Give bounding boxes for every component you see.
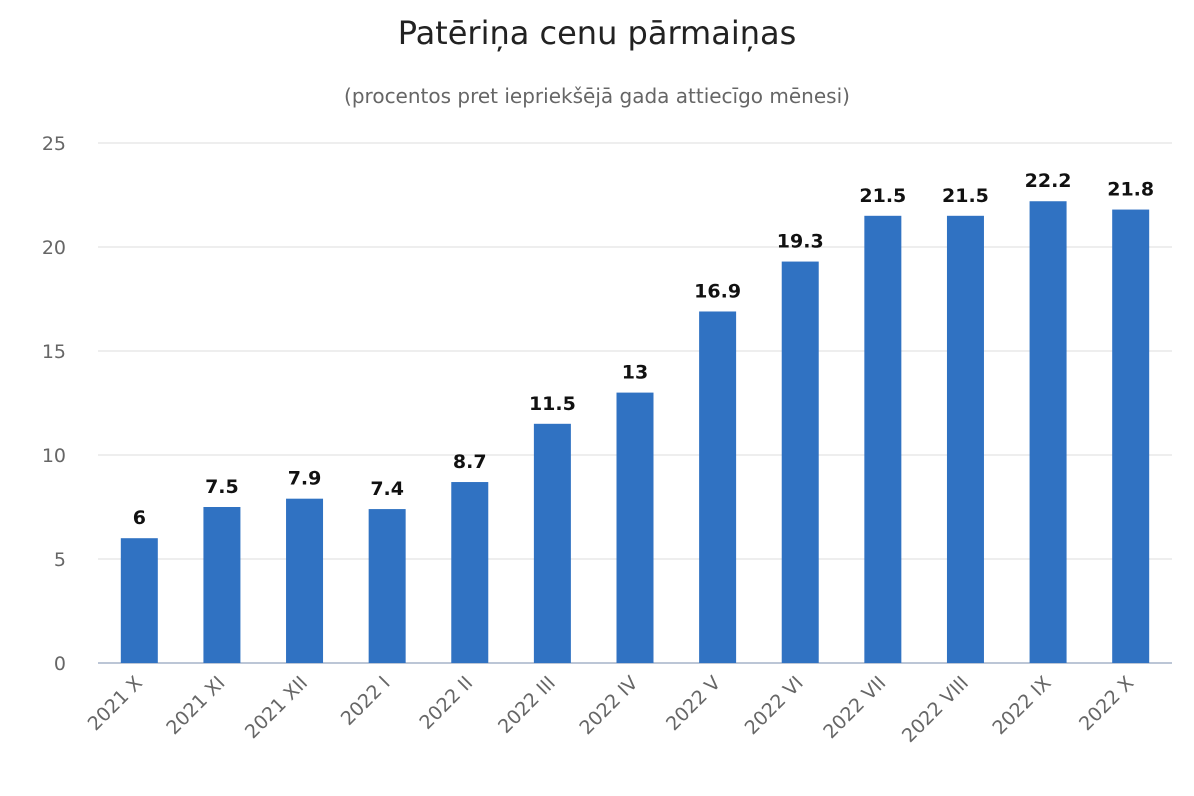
y-tick-label: 5: [54, 549, 66, 571]
bar: [699, 311, 737, 663]
x-tick-label: 2021 XI: [162, 672, 229, 739]
x-tick-label: 2022 IV: [575, 672, 642, 739]
bar: [451, 482, 489, 663]
data-label: 16.9: [694, 280, 741, 302]
x-tick-label: 2022 VII: [819, 672, 890, 743]
x-tick-label: 2022 VIII: [898, 672, 973, 747]
bar: [781, 261, 819, 663]
bar: [286, 498, 324, 663]
x-tick-label: 2022 III: [494, 672, 560, 738]
x-axis-ticks: 2021 X 2021 XI 2021 XII 2022 I 2022 II 2022 I…: [84, 672, 1139, 747]
data-label: 21.5: [859, 185, 906, 207]
bar: [946, 215, 984, 664]
data-label: 21.5: [942, 185, 989, 207]
bar: [533, 423, 571, 663]
x-tick-label: 2021 X: [84, 672, 147, 735]
data-label: 11.5: [529, 393, 576, 415]
data-label: 13: [622, 362, 648, 384]
y-tick-label: 10: [42, 445, 66, 467]
bar: [120, 538, 158, 663]
x-tick-label: 2022 IX: [988, 672, 1055, 739]
x-tick-label: 2022 VI: [741, 672, 808, 739]
bar: [368, 509, 406, 663]
bar: [1029, 201, 1067, 664]
bar: [1112, 209, 1150, 663]
y-tick-label: 0: [54, 653, 66, 675]
y-tick-label: 15: [42, 341, 66, 363]
data-label: 21.8: [1107, 179, 1154, 201]
data-label: 6: [133, 507, 146, 529]
y-tick-label: 20: [42, 237, 66, 259]
chart-subtitle: (procentos pret iepriekšējā gada attiecī…: [344, 84, 850, 108]
bar: [203, 507, 241, 663]
data-label: 22.2: [1025, 170, 1072, 192]
bars: [120, 201, 1150, 664]
bar: [864, 215, 902, 664]
chart-title: Patēriņa cenu pārmaiņas: [397, 14, 797, 52]
data-label: 19.3: [777, 231, 824, 253]
x-tick-label: 2022 V: [662, 672, 725, 735]
data-labels: 6 7.5 7.9 7.4 8.7 11.5 13 16.9 19.3 21.5 21.5 22.2 2…: [133, 170, 1154, 529]
data-label: 8.7: [453, 451, 487, 473]
x-tick-label: 2022 X: [1075, 672, 1138, 735]
y-tick-label: 25: [42, 133, 66, 155]
data-label: 7.4: [370, 478, 404, 500]
y-axis-ticks: 0 5 10 15 20 25: [42, 133, 66, 675]
bar: [616, 392, 654, 663]
data-label: 7.9: [288, 468, 322, 490]
x-tick-label: 2022 I: [337, 672, 395, 730]
data-label: 7.5: [205, 476, 239, 498]
x-tick-label: 2021 XII: [241, 672, 312, 743]
x-tick-label: 2022 II: [415, 672, 477, 734]
